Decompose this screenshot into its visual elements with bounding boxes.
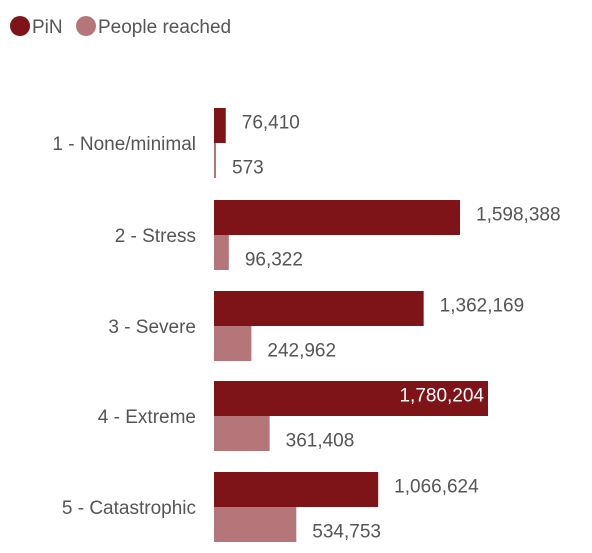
legend-label-0: PiN (32, 17, 63, 38)
bars (214, 108, 488, 542)
category-label-2: 3 - Severe (108, 317, 196, 338)
bar-pin-1 (214, 200, 461, 235)
legend: PiN People reached (10, 16, 231, 38)
value-label-pin-0: 76,410 (242, 113, 300, 134)
bar-pin-2 (214, 291, 424, 326)
category-labels: 1 - None/minimal 2 - Stress 3 - Severe 4 - … (52, 134, 196, 519)
category-label-1: 2 - Stress (115, 226, 196, 247)
bar-reached-2 (214, 326, 252, 361)
bar-pin-0 (214, 108, 226, 143)
bar-pin-3 (214, 381, 488, 416)
value-label-reached-2: 242,962 (267, 341, 336, 362)
legend-marker-1 (76, 16, 96, 36)
value-label-pin-1: 1,598,388 (476, 205, 561, 226)
value-label-reached-0: 573 (232, 158, 264, 179)
bar-reached-4 (214, 507, 297, 542)
category-label-4: 5 - Catastrophic (62, 498, 196, 519)
bar-reached-3 (214, 416, 270, 451)
value-label-reached-1: 96,322 (245, 250, 303, 271)
category-label-3: 4 - Extreme (98, 407, 196, 428)
bar-reached-0 (214, 143, 216, 178)
value-label-reached-4: 534,753 (312, 522, 381, 543)
value-label-pin-2: 1,362,169 (440, 296, 525, 317)
bar-reached-1 (214, 235, 229, 270)
value-labels: 76,410 573 1,598,388 96,322 1,362,169 242,962… (232, 113, 561, 543)
category-label-0: 1 - None/minimal (52, 134, 196, 155)
value-label-reached-3: 361,408 (286, 431, 355, 452)
bar-pin-4 (214, 472, 379, 507)
value-label-pin-3: 1,780,204 (399, 386, 484, 407)
legend-marker-0 (10, 16, 30, 36)
value-label-pin-4: 1,066,624 (394, 477, 479, 498)
legend-label-1: People reached (98, 17, 231, 38)
